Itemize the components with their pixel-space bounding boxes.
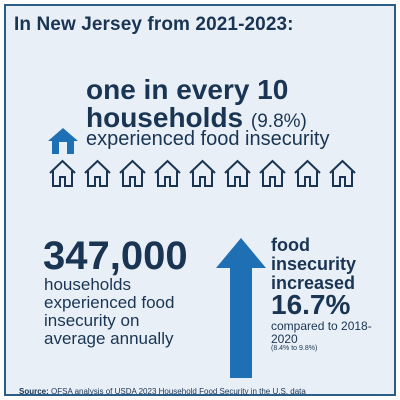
house-icon xyxy=(329,159,356,187)
house-icon xyxy=(224,159,251,187)
increase-label: food insecurity increased xyxy=(271,235,357,293)
increase-detail: (8.4% to 9.8%) xyxy=(271,345,318,352)
increase-value: 16.7% xyxy=(271,289,351,320)
households-count: 347,000 xyxy=(43,234,188,278)
house-icon xyxy=(189,159,216,187)
house-icon xyxy=(294,159,321,187)
source-label: Source: xyxy=(19,387,49,396)
up-arrow-icon xyxy=(216,238,266,378)
headline-line-2: households (9.8%) xyxy=(86,102,307,134)
source-text: OFSA analysis of USDA 2023 Household Foo… xyxy=(48,387,306,396)
households-description: households experienced food insecurity o… xyxy=(44,275,175,348)
house-icon xyxy=(49,159,76,187)
infographic-panel: In New Jersey from 2021-2023: one in eve… xyxy=(4,4,396,396)
house-icon xyxy=(84,159,111,187)
house-icon-row xyxy=(47,158,358,188)
headline-percent: (9.8%) xyxy=(250,111,307,132)
headline-line-1: one in every 10 xyxy=(86,74,289,105)
page-title: In New Jersey from 2021-2023: xyxy=(14,14,294,35)
house-icon-highlighted xyxy=(48,128,78,154)
house-icon xyxy=(154,159,181,187)
source-note: Source: OFSA analysis of USDA 2023 House… xyxy=(19,387,306,396)
headline-households: households xyxy=(86,102,244,133)
house-icon xyxy=(119,159,146,187)
headline-line-3: experienced food insecurity xyxy=(86,128,330,150)
increase-comparison: compared to 2018-2020 xyxy=(271,319,372,346)
house-icon xyxy=(259,159,286,187)
